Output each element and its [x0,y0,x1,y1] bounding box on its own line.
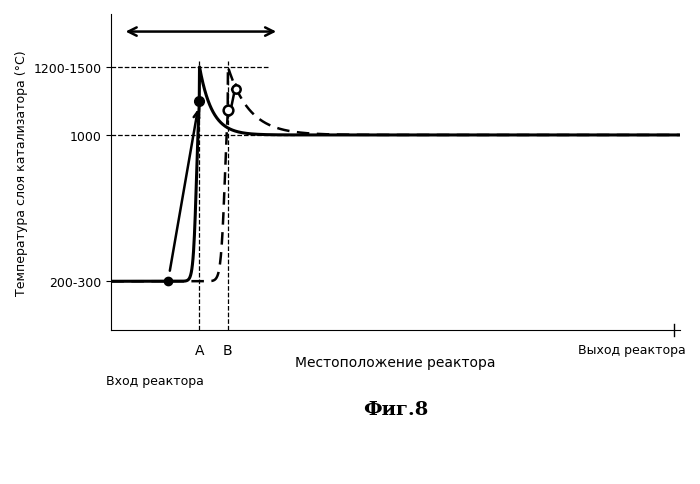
X-axis label: Местоположение реактора: Местоположение реактора [295,355,496,369]
Text: Фиг.8: Фиг.8 [363,400,428,418]
Y-axis label: Температура слоя катализатора (°С): Температура слоя катализатора (°С) [15,50,28,295]
Text: Выход реактора: Выход реактора [578,343,685,356]
Text: Вход реактора: Вход реактора [106,375,204,388]
Text: B: B [223,343,232,357]
Text: A: A [195,343,204,357]
